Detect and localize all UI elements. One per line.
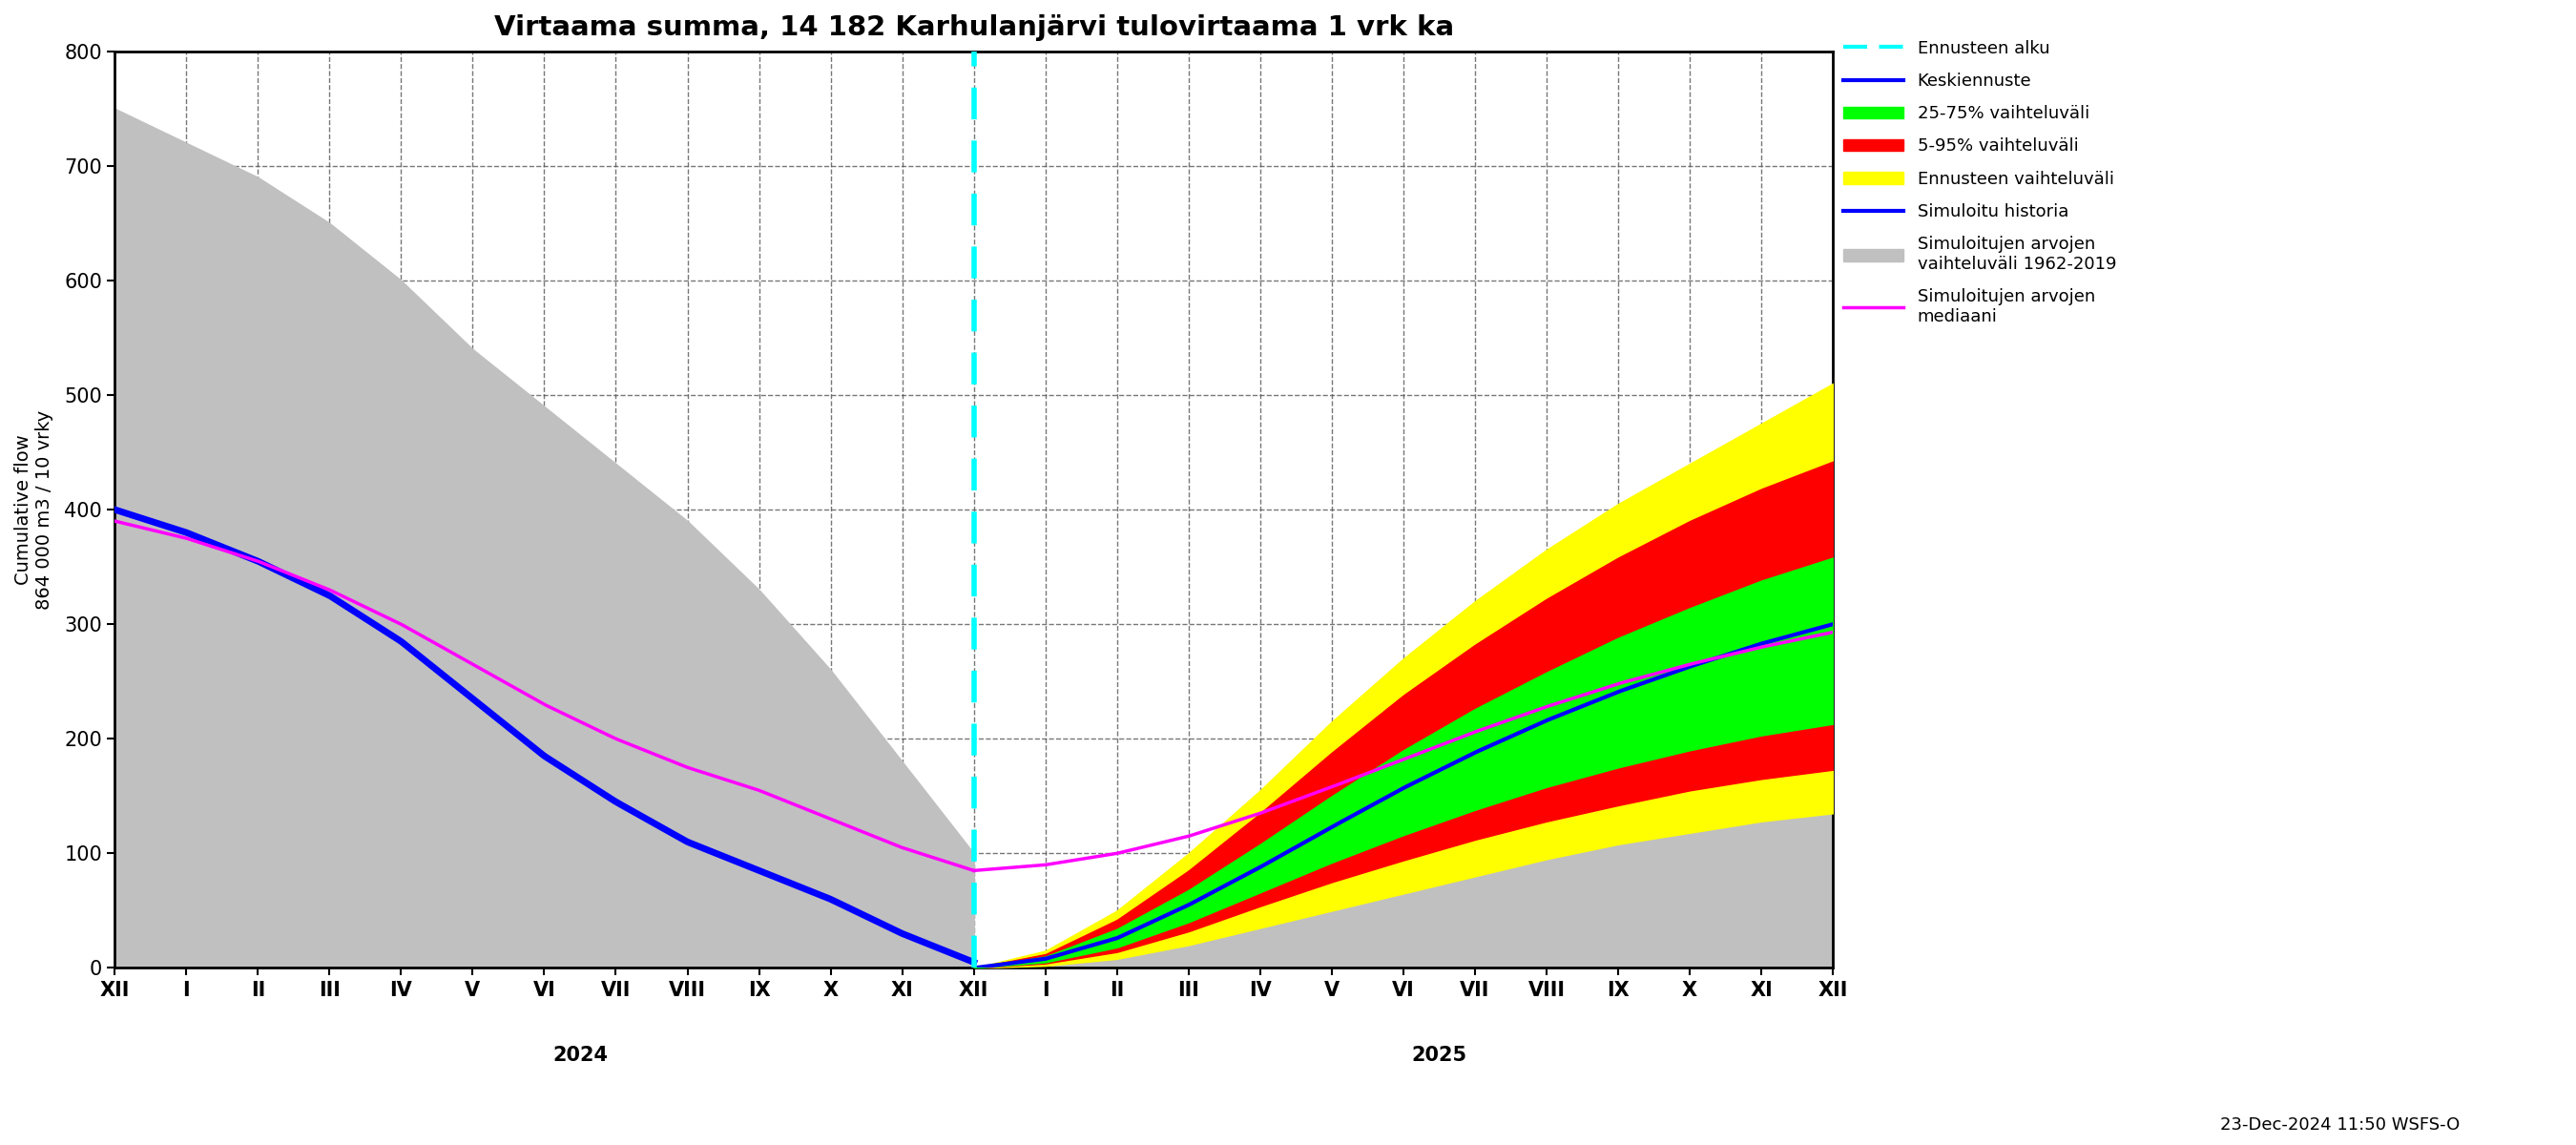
Text: 2025: 2025 [1412,1045,1466,1065]
Legend: Ennusteen alku, Keskiennuste, 25-75% vaihteluvälі, 5-95% vaihteluväli, Ennusteen: Ennusteen alku, Keskiennuste, 25-75% vai… [1837,33,2123,332]
Y-axis label: Cumulative flow
864 000 m3 / 10 vrky: Cumulative flow 864 000 m3 / 10 vrky [15,410,54,609]
Title: Virtaama summa, 14 182 Karhulanjärvi tulovirtaama 1 vrk ka: Virtaama summa, 14 182 Karhulanjärvi tul… [495,14,1453,41]
Text: 23-Dec-2024 11:50 WSFS-O: 23-Dec-2024 11:50 WSFS-O [2221,1116,2460,1134]
Text: 2024: 2024 [551,1045,608,1065]
